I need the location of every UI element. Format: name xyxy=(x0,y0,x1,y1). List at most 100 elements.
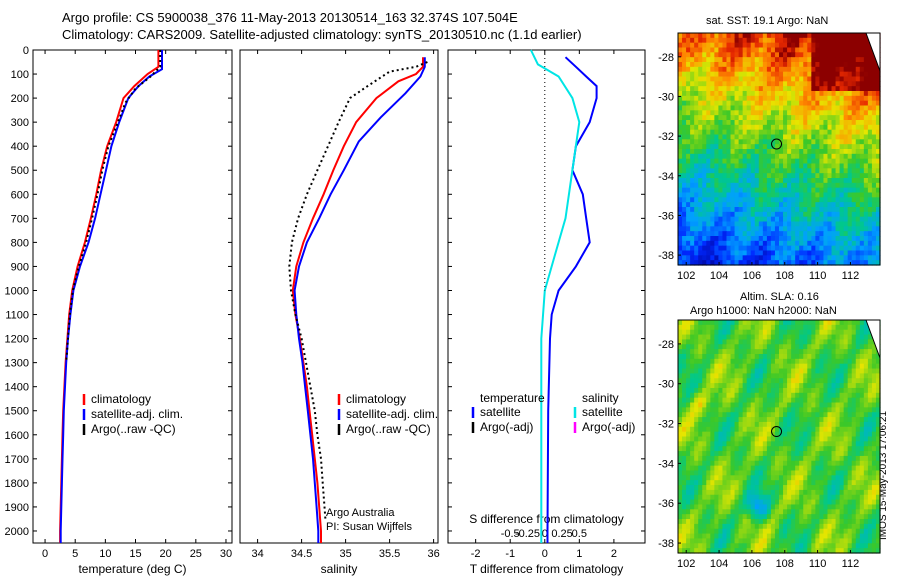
heatmap-cell xyxy=(795,373,800,379)
heatmap-cell xyxy=(831,149,837,155)
map-y-tick-label: -36 xyxy=(658,210,674,222)
y-tick-label: 1300 xyxy=(5,358,29,370)
heatmap-cell xyxy=(859,368,865,374)
heatmap-cell xyxy=(867,451,873,457)
heatmap-cell xyxy=(875,139,881,145)
heatmap-cell xyxy=(859,76,865,82)
heatmap-cell xyxy=(710,144,715,150)
heatmap-cell xyxy=(742,71,748,78)
heatmap-cell xyxy=(847,37,853,44)
heatmap-cell xyxy=(710,236,715,242)
heatmap-cell xyxy=(815,105,820,111)
heatmap-cell xyxy=(678,226,683,232)
heatmap-cell xyxy=(750,134,756,140)
heatmap-cell xyxy=(770,47,776,53)
heatmap-cell xyxy=(799,197,804,203)
heatmap-cell xyxy=(815,226,820,232)
heatmap-cell xyxy=(682,100,687,107)
heatmap-cell xyxy=(795,37,800,44)
heatmap-cell xyxy=(827,245,833,252)
heatmap-cell xyxy=(867,245,873,252)
heatmap-cell xyxy=(843,397,849,404)
heatmap-cell xyxy=(779,485,784,491)
heatmap-cell xyxy=(819,37,825,44)
y-tick-label: 1700 xyxy=(5,454,29,466)
heatmap-cell xyxy=(855,363,861,370)
heatmap-cell xyxy=(791,211,796,218)
heatmap-cell xyxy=(682,207,687,213)
heatmap-cell xyxy=(706,494,711,501)
heatmap-cell xyxy=(839,494,845,501)
heatmap-cell xyxy=(766,197,772,203)
heatmap-cell xyxy=(791,250,796,256)
heatmap-cell xyxy=(750,397,756,404)
heatmap-cell xyxy=(859,339,865,345)
heatmap-cell xyxy=(766,245,772,252)
heatmap-cell xyxy=(746,120,752,126)
heatmap-cell xyxy=(863,134,869,140)
heatmap-cell xyxy=(694,173,699,179)
heatmap-cell xyxy=(875,397,881,404)
heatmap-cell xyxy=(819,344,825,350)
heatmap-cell xyxy=(859,504,865,510)
heatmap-cell xyxy=(722,62,728,68)
heatmap-cell xyxy=(738,57,744,63)
heatmap-cell xyxy=(758,178,764,184)
heatmap-cell xyxy=(795,417,800,423)
heatmap-cell xyxy=(766,543,772,549)
heatmap-cell xyxy=(799,451,804,457)
heatmap-cell xyxy=(722,324,728,331)
heatmap-cell xyxy=(690,528,695,535)
heatmap-cell xyxy=(807,62,812,68)
heatmap-cell xyxy=(734,446,740,452)
heatmap-cell xyxy=(726,110,732,116)
heatmap-cell xyxy=(746,373,752,379)
heatmap-cell xyxy=(803,528,808,535)
heatmap-cell xyxy=(678,120,683,126)
heatmap-cell xyxy=(875,187,881,194)
heatmap-cell xyxy=(698,207,703,213)
heatmap-cell xyxy=(714,407,719,413)
heatmap-cell xyxy=(710,412,715,418)
heatmap-cell xyxy=(799,431,804,438)
heatmap-cell xyxy=(851,153,857,160)
heatmap-cell xyxy=(682,42,687,49)
heatmap-cell xyxy=(855,392,861,399)
heatmap-cell xyxy=(706,192,711,198)
heatmap-cell xyxy=(819,158,825,165)
heatmap-cell xyxy=(823,378,829,384)
heatmap-cell xyxy=(746,95,752,102)
heatmap-cell xyxy=(863,226,869,232)
heatmap-cell xyxy=(730,538,736,544)
heatmap-cell xyxy=(722,86,728,92)
heatmap-cell xyxy=(835,368,841,374)
heatmap-cell xyxy=(779,178,784,184)
heatmap-cell xyxy=(863,358,869,365)
heatmap-cell xyxy=(702,358,707,365)
heatmap-cell xyxy=(746,149,752,155)
heatmap-cell xyxy=(835,358,841,365)
heatmap-cell xyxy=(762,397,768,404)
heatmap-cell xyxy=(803,129,808,136)
heatmap-cell xyxy=(766,62,772,68)
heatmap-cell xyxy=(734,149,740,155)
heatmap-cell xyxy=(706,149,711,155)
heatmap-cell xyxy=(791,412,796,418)
heatmap-cell xyxy=(843,207,849,213)
heatmap-cell xyxy=(807,57,812,63)
heatmap-cell xyxy=(750,383,756,389)
heatmap-cell xyxy=(815,397,820,404)
heatmap-cell xyxy=(851,514,857,520)
heatmap-cell xyxy=(686,52,691,58)
heatmap-cell xyxy=(766,344,772,350)
heatmap-cell xyxy=(686,37,691,44)
heatmap-cell xyxy=(787,470,792,476)
heatmap-cell xyxy=(859,236,865,242)
heatmap-cell xyxy=(722,52,728,58)
heatmap-cell xyxy=(807,226,812,232)
heatmap-cell xyxy=(726,538,732,544)
heatmap-cell xyxy=(843,139,849,145)
heatmap-cell xyxy=(754,538,760,544)
heatmap-cell xyxy=(770,81,776,87)
